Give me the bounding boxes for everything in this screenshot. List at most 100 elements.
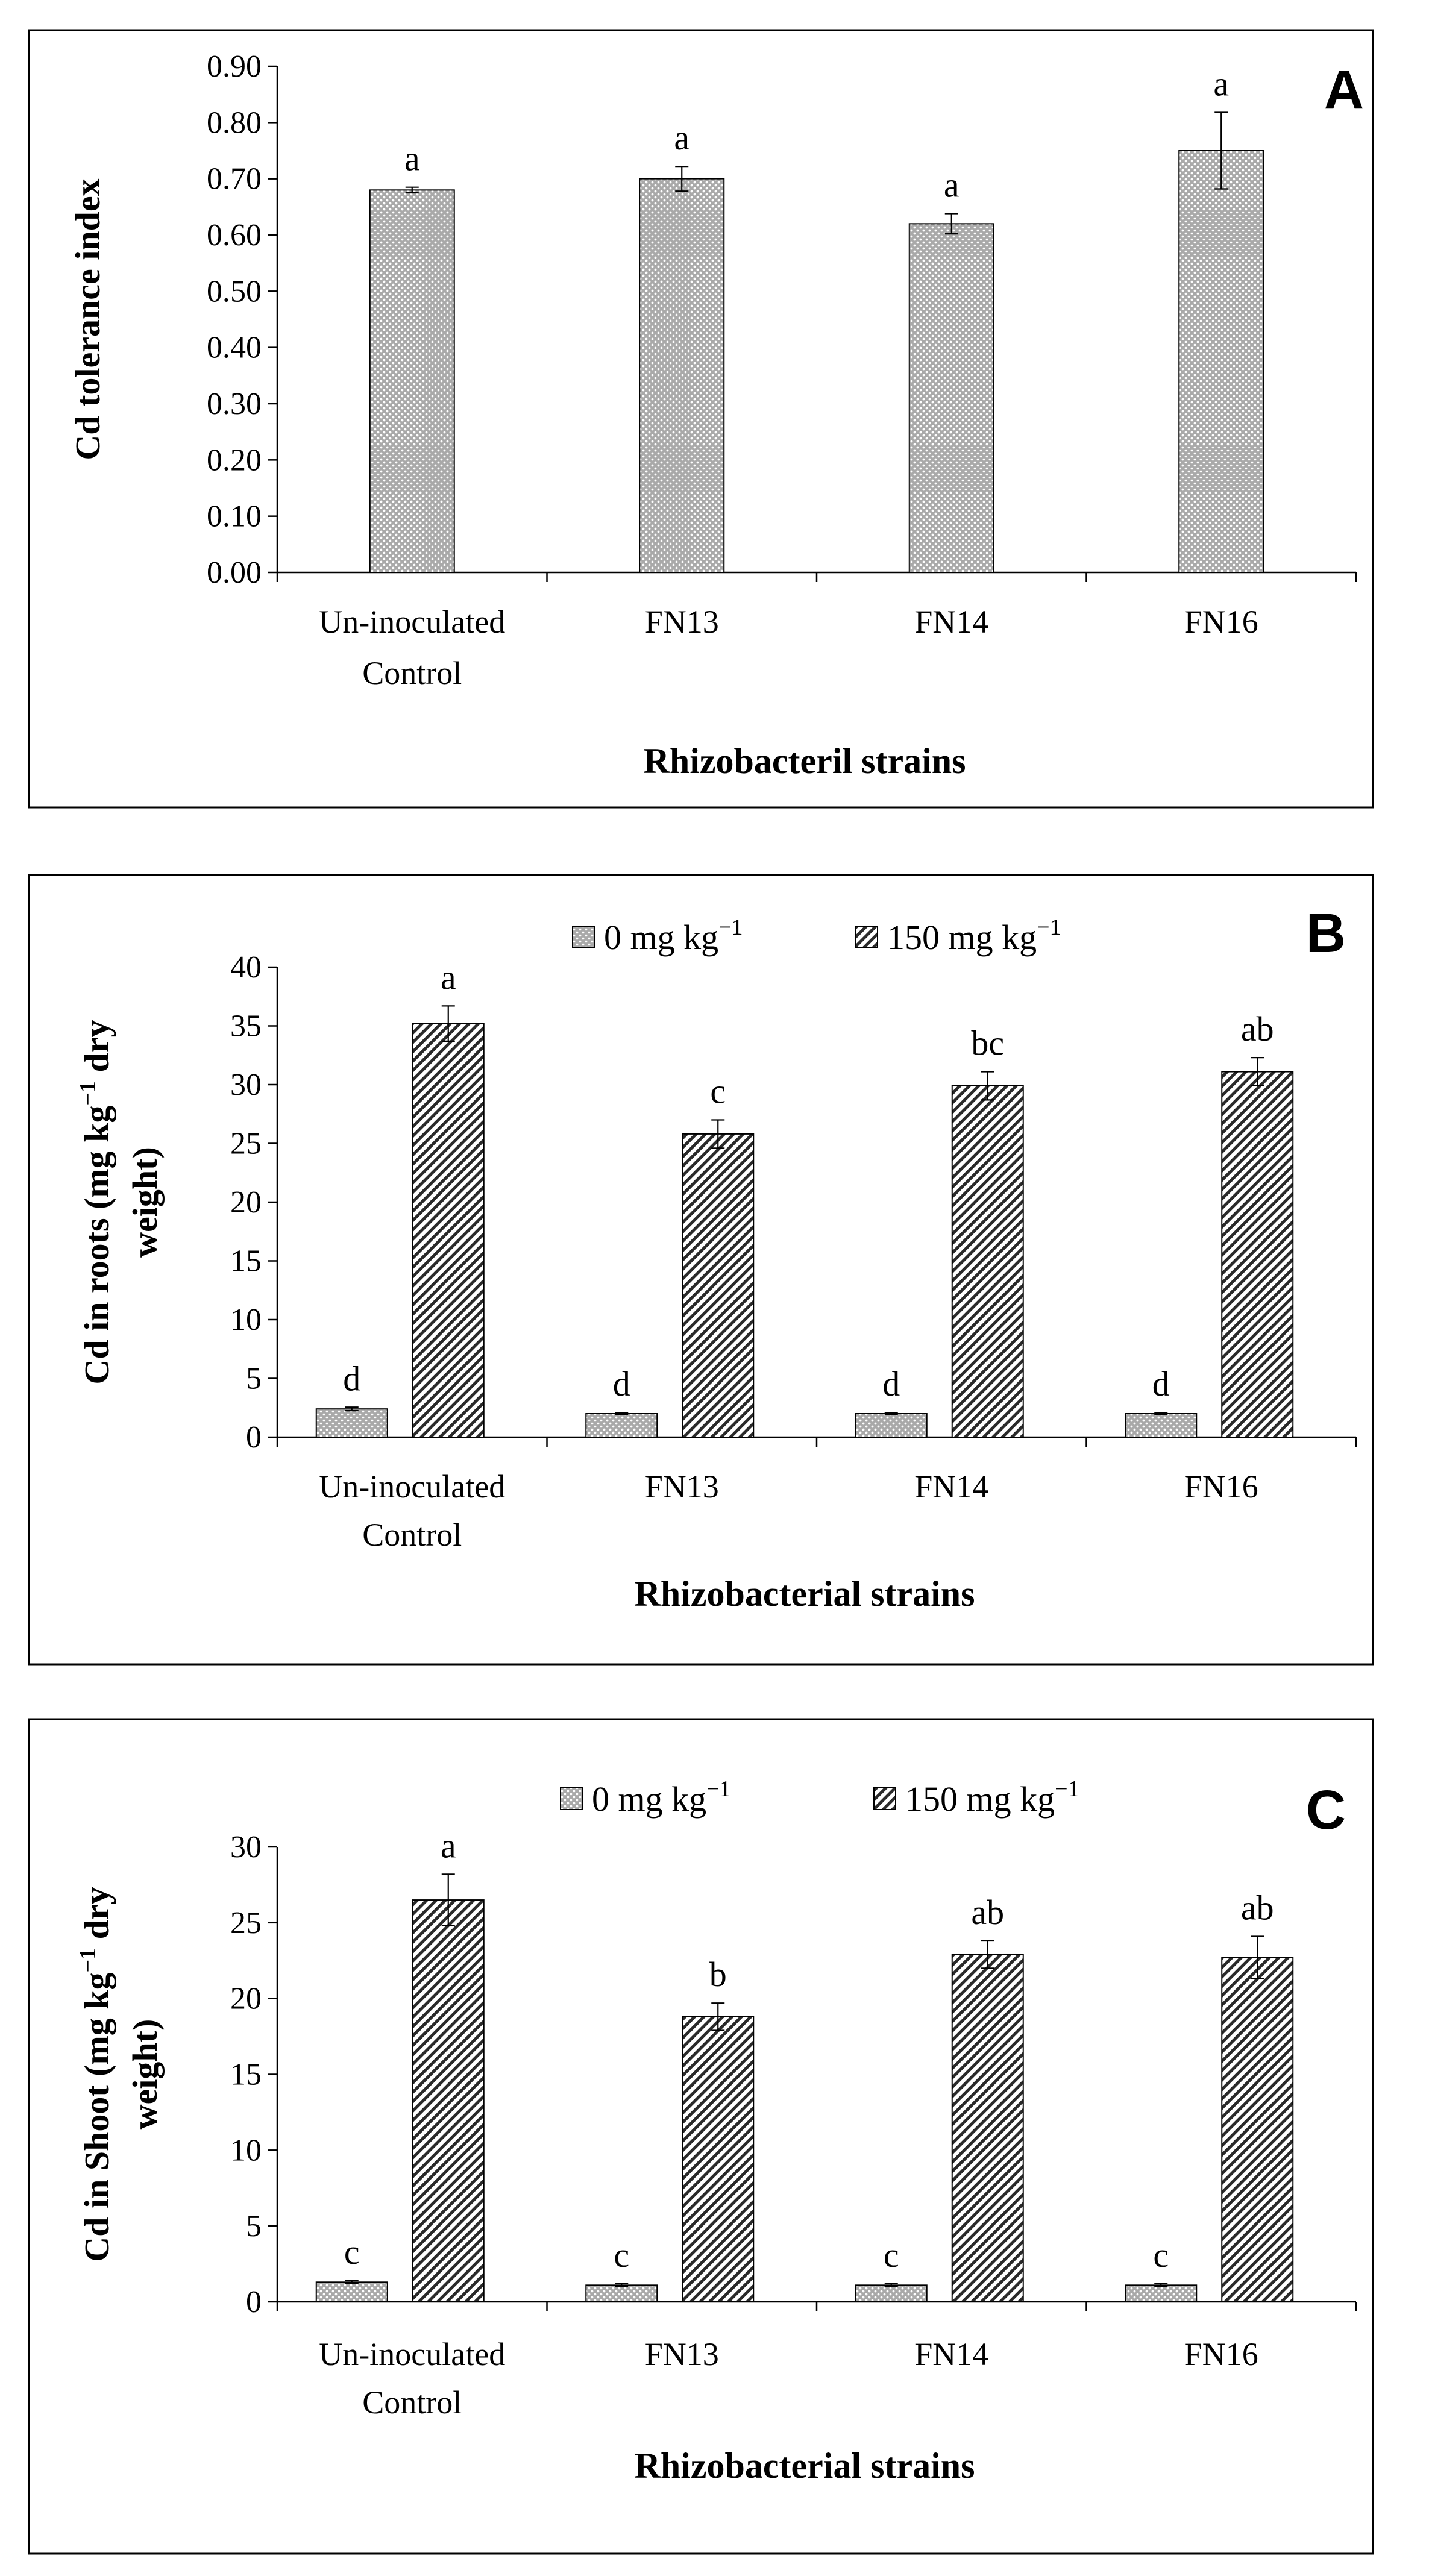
x-tick-label: Un-inoculated (319, 2336, 505, 2372)
bar-b-s1-c1 (682, 1133, 755, 1438)
bar-b-s0-c2 (855, 1413, 928, 1438)
bar-c-s1-c0 (412, 1899, 485, 2302)
x-tick-label: Control (362, 655, 462, 691)
panel-frame (28, 874, 1374, 1666)
panel-letter: A (1324, 59, 1364, 121)
bar-c-s1-c2 (951, 1954, 1024, 2302)
x-axis-label: Rhizobacterial strains (635, 1574, 975, 1614)
x-tick-label: Control (362, 1517, 462, 1553)
bar-b-s0-c0 (315, 1408, 388, 1438)
panel-letter: C (1306, 1779, 1346, 1841)
bar-b-s0-c3 (1125, 1413, 1198, 1438)
y-tick-label: 0.30 (207, 387, 262, 421)
legend-label-base: 150 mg kg (887, 918, 1037, 957)
legend-label-sup: −1 (706, 1776, 730, 1802)
significance-label: c (344, 2233, 360, 2272)
significance-label: d (882, 1364, 900, 1403)
bar-c-s0-c1 (585, 2284, 658, 2302)
y-tick-label: 25 (230, 1127, 262, 1161)
y-tick-label: 5 (246, 1362, 262, 1396)
x-tick-label: FN16 (1184, 1468, 1258, 1505)
bar-b-s1-c2 (951, 1085, 1024, 1438)
y-tick-label: 0.40 (207, 331, 262, 365)
x-tick-label: Un-inoculated (319, 604, 505, 640)
x-tick-label: FN13 (645, 2336, 719, 2372)
y-tick-label: 20 (230, 1982, 262, 2016)
bar-b-s0-c1 (585, 1413, 658, 1438)
significance-label: a (404, 139, 420, 178)
significance-label: ab (1241, 1009, 1274, 1048)
x-tick-label: FN13 (645, 1468, 719, 1505)
significance-label: c (710, 1072, 726, 1111)
legend-swatch (560, 1787, 583, 1810)
y-axis-label-part: Cd in roots (mg kg (77, 1106, 116, 1385)
x-tick-label: FN14 (914, 2336, 988, 2372)
y-tick-label: 10 (230, 2133, 262, 2167)
y-tick-label: 0 (246, 1420, 262, 1455)
significance-label: bc (971, 1024, 1004, 1063)
y-axis-label: Cd in Shoot (mg kg−1 dry (75, 1887, 116, 2261)
panel-frame (28, 29, 1374, 809)
significance-label: b (709, 1955, 727, 1994)
significance-label: d (1152, 1364, 1170, 1403)
significance-label: ab (971, 1893, 1004, 1932)
panel-c: 0 5 10 15 20 25 30 Un-inoculated Control FN13 FN14… (28, 1718, 1374, 2555)
y-tick-label: 0.90 (207, 49, 262, 84)
y-axis-label-part: Cd in Shoot (mg kg (77, 1972, 116, 2261)
y-tick-label: 0.00 (207, 556, 262, 590)
y-axis-label-part: dry (77, 1020, 116, 1081)
panel-b: 0 5 10 15 20 25 30 35 40 Un-inoculated Control FN13… (28, 874, 1374, 1666)
y-tick-label: 0.60 (207, 218, 262, 252)
significance-label: d (343, 1359, 360, 1398)
significance-label: d (613, 1364, 630, 1403)
x-tick-label: FN14 (914, 1468, 988, 1505)
bar-c-s1-c1 (682, 2016, 755, 2303)
bar-a-s0-c0 (369, 189, 455, 574)
y-tick-label: 25 (230, 1906, 262, 1940)
y-axis-label-sup: −1 (75, 1948, 101, 1973)
bar-a-s0-c1 (639, 178, 725, 573)
significance-label: a (441, 1826, 456, 1865)
significance-label: a (674, 118, 689, 157)
x-tick-label: FN14 (914, 604, 988, 640)
panel-frame (28, 1718, 1374, 2555)
y-axis-label-part: dry (77, 1887, 116, 1948)
y-axis-label: Cd tolerance index (68, 178, 107, 460)
y-tick-label: 0.50 (207, 274, 262, 309)
bar-b-s1-c3 (1221, 1071, 1294, 1438)
y-tick-label: 15 (230, 2058, 262, 2092)
bar-a-s0-c3 (1178, 150, 1264, 573)
y-tick-label: 40 (230, 950, 262, 985)
legend-label: 150 mg kg−1 (887, 915, 1061, 957)
x-tick-label: FN16 (1184, 2336, 1258, 2372)
y-tick-label: 35 (230, 1009, 262, 1044)
bar-a-s0-c2 (908, 223, 994, 574)
bar-c-s1-c3 (1221, 1957, 1294, 2302)
y-axis-label: Cd in roots (mg kg−1 dry (75, 1020, 116, 1384)
bar-c-s0-c0 (315, 2281, 388, 2303)
legend-swatch (855, 926, 878, 948)
y-tick-label: 30 (230, 1830, 262, 1864)
bar-c-s0-c3 (1125, 2284, 1198, 2302)
y-tick-label: 15 (230, 1244, 262, 1279)
x-axis-label: Rhizobacterial strains (635, 2446, 975, 2486)
y-tick-label: 0.20 (207, 443, 262, 477)
legend-label: 0 mg kg−1 (604, 915, 743, 957)
legend-label-base: 150 mg kg (905, 1779, 1055, 1819)
panel-letter: B (1306, 903, 1346, 964)
legend-swatch (572, 926, 595, 948)
x-axis-label: Rhizobacteril strains (644, 741, 966, 781)
panel-a: 0.00 0.10 0.20 0.30 0.40 0.50 0.60 0.70 0.80 0.90… (28, 29, 1374, 809)
significance-label: a (1213, 64, 1229, 104)
y-tick-label: 20 (230, 1185, 262, 1220)
y-axis-label-line2: weight) (125, 2019, 165, 2130)
legend-label: 0 mg kg−1 (592, 1776, 731, 1819)
legend-label-base: 0 mg kg (604, 918, 718, 957)
y-axis-label-line2: weight) (125, 1147, 165, 1258)
y-tick-label: 0.10 (207, 500, 262, 534)
legend-label: 150 mg kg−1 (905, 1776, 1079, 1819)
legend-label-sup: −1 (1055, 1776, 1079, 1802)
x-tick-label: Un-inoculated (319, 1468, 505, 1505)
legend-label-sup: −1 (1037, 915, 1061, 940)
